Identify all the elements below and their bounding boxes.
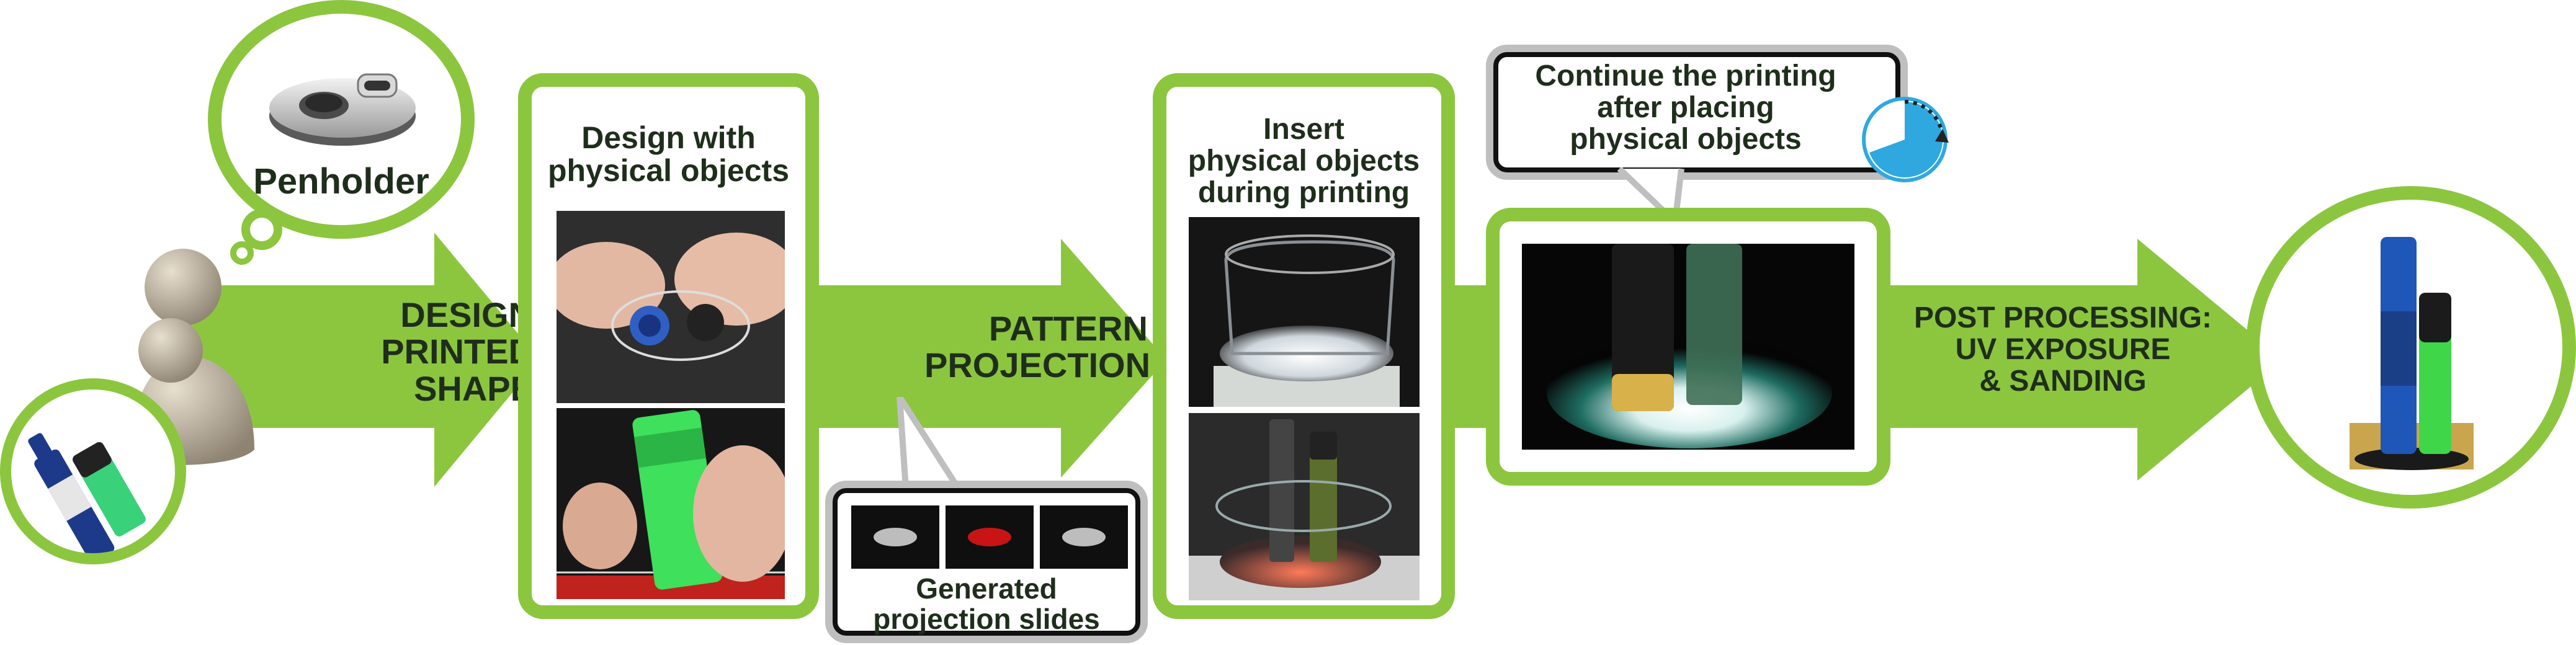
slides-callout-pointer	[897, 397, 962, 490]
finished-penholder-image	[2350, 237, 2474, 470]
penholder-label: Penholder	[253, 161, 429, 202]
resin-vat-image	[1189, 217, 1420, 407]
projection-slides-callout: Generated projection slides	[825, 481, 1148, 643]
slide-1-ellipse	[874, 528, 917, 546]
design-photo-top	[557, 211, 785, 403]
step-design-printed-shape: DESIGN PRINTED SHAPE	[381, 295, 534, 408]
step-post-processing: POST PROCESSING: UV EXPOSURE & SANDING	[1913, 301, 2212, 398]
insert-panel-title: Insert physical objects during printing	[1187, 113, 1420, 209]
marker-pens-circle	[0, 378, 186, 564]
marker-pens-icon	[28, 433, 146, 553]
printing-in-progress-image	[1522, 244, 1854, 450]
timer-icon	[1862, 97, 1949, 182]
slide-3	[1040, 505, 1128, 569]
step-pattern-projection: PATTERN PROJECTION	[924, 309, 1151, 385]
insert-photo-top	[1189, 217, 1420, 407]
arrow-segment-design	[186, 233, 540, 487]
continue-printing-label: Continue the printing after placing phys…	[1535, 60, 1836, 156]
insert-photo-bottom	[1189, 413, 1420, 600]
insert-panel: Insert physical objects during printing	[1153, 73, 1455, 619]
slide-2-ellipse	[968, 528, 1011, 546]
arrow-segment-projection	[807, 239, 1166, 478]
pens-in-vat-image	[1189, 413, 1420, 600]
design-panel: Design with physical objects	[518, 73, 819, 619]
hands-placing-cap-image	[557, 211, 785, 403]
continue-printing-panel	[1486, 208, 1890, 486]
arrow-segment-post	[1874, 239, 2283, 481]
penholder-icon	[269, 73, 416, 146]
design-photo-bottom	[557, 408, 785, 599]
slide-1	[851, 505, 939, 569]
continue-printing-photo	[1522, 244, 1854, 450]
penholder-bubble: Penholder	[208, 0, 475, 239]
projection-slides-label: Generated projection slides	[873, 572, 1100, 635]
hand-green-marker-image	[557, 408, 785, 599]
slides-callout-inner	[833, 488, 1140, 636]
slide-3-ellipse	[1062, 528, 1106, 546]
continue-printing-callout: Continue the printing after placing phys…	[1486, 45, 1908, 180]
slide-2	[946, 505, 1034, 569]
finished-penholder-circle	[2246, 186, 2576, 509]
design-panel-title: Design with physical objects	[547, 120, 790, 188]
